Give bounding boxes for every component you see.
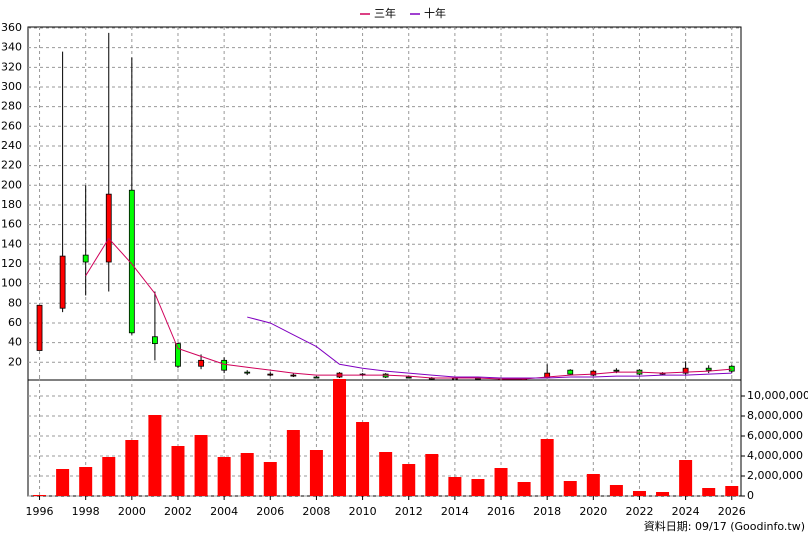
- x-tick-label: 2002: [164, 505, 192, 518]
- x-tick-label: 2004: [210, 505, 238, 518]
- y-tick-label: 10,000,000: [747, 389, 808, 402]
- volume-bar: [402, 464, 416, 496]
- volume-bar: [309, 450, 323, 496]
- volume-bar: [563, 481, 577, 496]
- candle-body: [313, 376, 320, 379]
- volume-bar: [286, 430, 300, 496]
- volume-bar: [586, 474, 600, 496]
- y-tick-label: 280: [1, 100, 22, 113]
- y-tick-label: 160: [1, 218, 22, 231]
- volume-bar: [263, 462, 277, 496]
- volume-bar: [125, 440, 139, 496]
- candle-body: [728, 365, 735, 372]
- volume-bar: [79, 467, 93, 496]
- y-tick-label: 360: [1, 21, 22, 34]
- candle-body: [221, 359, 228, 371]
- y-tick-label: 300: [1, 80, 22, 93]
- volume-bar: [679, 460, 693, 496]
- x-tick-label: 2000: [118, 505, 146, 518]
- x-tick-label: 2026: [718, 505, 746, 518]
- y-tick-label: 60: [8, 316, 22, 329]
- x-tick-label: 1998: [72, 505, 100, 518]
- candle-body: [175, 343, 181, 367]
- x-tick-label: 2020: [579, 505, 607, 518]
- x-tick-label: 2018: [533, 505, 561, 518]
- candle-body: [82, 254, 89, 263]
- y-tick-label: 80: [8, 296, 22, 309]
- candle-body: [267, 373, 274, 376]
- volume-bar: [356, 422, 370, 496]
- volume-bar: [471, 479, 485, 496]
- y-tick-label: 260: [1, 119, 22, 132]
- candle-body: [590, 370, 597, 376]
- candle-body: [405, 376, 412, 379]
- y-tick-label: 20: [8, 355, 22, 368]
- x-tick-label: 2024: [672, 505, 700, 518]
- y-tick-label: 320: [1, 60, 22, 73]
- volume-bar: [632, 491, 646, 496]
- candle-body: [152, 336, 158, 345]
- y-tick-label: 2,000,000: [747, 469, 803, 482]
- candle-body: [613, 369, 620, 372]
- volume-bar: [725, 486, 739, 496]
- x-tick-label: 2006: [256, 505, 284, 518]
- x-tick-label: 2012: [395, 505, 423, 518]
- volume-bar: [217, 457, 231, 496]
- volume-bar: [56, 469, 70, 496]
- volume-bar: [609, 485, 623, 496]
- y-tick-label: 6,000,000: [747, 429, 803, 442]
- ma-line: [247, 316, 732, 379]
- legend-label: 三年: [374, 6, 396, 20]
- volume-bar: [494, 468, 508, 496]
- x-tick-label: 2014: [441, 505, 469, 518]
- volume-bar: [33, 495, 47, 496]
- candle-body: [682, 367, 689, 374]
- volume-bar: [194, 435, 208, 496]
- volume-bar: [425, 454, 439, 496]
- y-tick-label: 140: [1, 237, 22, 250]
- volume-bar: [702, 488, 716, 496]
- candle-body: [36, 304, 43, 351]
- ma-line: [85, 237, 732, 380]
- x-tick-label: 2022: [625, 505, 653, 518]
- volume-bar: [333, 379, 347, 496]
- candle-body: [59, 255, 66, 309]
- volume-bar: [540, 439, 554, 496]
- candle-body: [290, 374, 297, 377]
- y-tick-label: 0: [747, 489, 754, 502]
- y-tick-label: 220: [1, 159, 22, 172]
- y-tick-label: 120: [1, 257, 22, 270]
- candle-body: [567, 369, 574, 375]
- volume-bar: [379, 452, 393, 496]
- volume-bar: [102, 457, 116, 496]
- volume-bar: [517, 482, 531, 496]
- y-tick-label: 8,000,000: [747, 409, 803, 422]
- volume-bar: [148, 415, 162, 496]
- y-tick-label: 40: [8, 336, 22, 349]
- candle-body: [705, 367, 712, 371]
- x-tick-label: 1996: [26, 505, 54, 518]
- candle-body: [198, 359, 204, 367]
- y-tick-label: 100: [1, 277, 22, 290]
- legend-label: 十年: [424, 6, 446, 20]
- volume-bar: [448, 477, 462, 496]
- volume-bar: [656, 492, 670, 496]
- y-tick-label: 340: [1, 41, 22, 54]
- y-tick-label: 180: [1, 198, 22, 211]
- x-tick-label: 2008: [302, 505, 330, 518]
- candle-body: [105, 193, 112, 263]
- candle-body: [244, 371, 251, 374]
- volume-bar: [240, 453, 254, 496]
- source-annotation: 資料日期: 09/17 (Goodinfo.tw): [644, 519, 805, 533]
- y-tick-label: 240: [1, 139, 22, 152]
- y-tick-label: 200: [1, 178, 22, 191]
- x-tick-label: 2016: [487, 505, 515, 518]
- y-tick-label: 4,000,000: [747, 449, 803, 462]
- x-tick-label: 2010: [349, 505, 377, 518]
- volume-bar: [171, 446, 185, 496]
